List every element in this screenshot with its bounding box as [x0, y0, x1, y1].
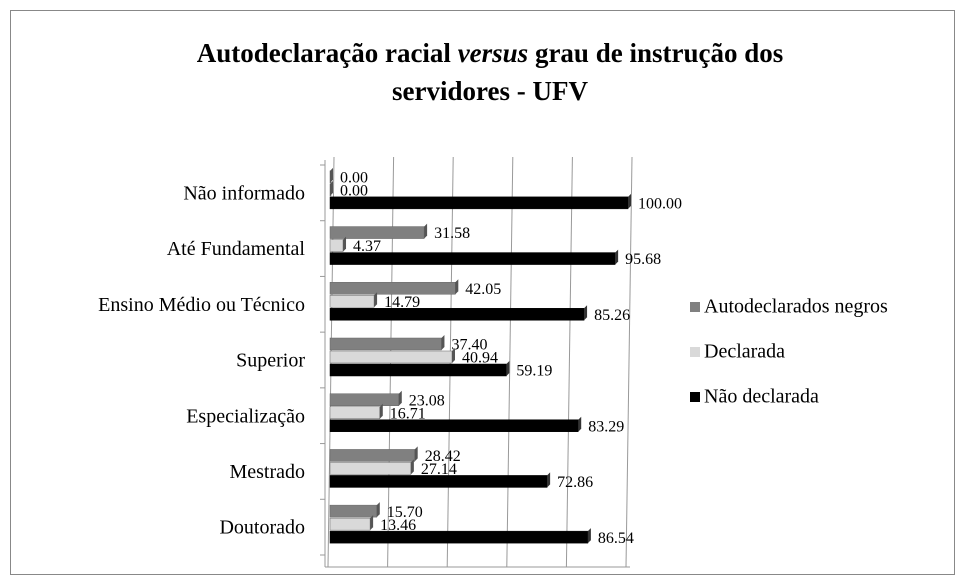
bar [329, 363, 507, 377]
y-tick-label: Não informado [183, 182, 305, 204]
title-part: Autodeclaração racial [196, 38, 458, 68]
data-label: 37.40 [451, 337, 487, 354]
bar [329, 462, 412, 475]
grid-line [625, 156, 633, 568]
bar [329, 308, 585, 321]
bar [329, 196, 629, 210]
bar-side [414, 446, 418, 462]
data-label: 100.00 [638, 196, 682, 213]
data-label: 72.86 [557, 474, 593, 491]
data-label: 0.00 [340, 183, 368, 200]
data-label: 14.79 [384, 294, 420, 311]
title-part: versus [457, 38, 529, 68]
y-tick-label: Mestrado [229, 461, 305, 483]
bar-side [584, 305, 588, 321]
data-label: 85.26 [594, 307, 630, 324]
legend-swatch [690, 302, 700, 312]
bar-side [379, 403, 383, 419]
bar [329, 239, 344, 252]
bar-side [615, 249, 619, 265]
legend-label: Não declarada [704, 386, 819, 408]
bar-side [398, 390, 402, 406]
data-label: 15.70 [387, 504, 423, 521]
bar [329, 252, 616, 265]
bar [329, 419, 579, 432]
data-label: 83.29 [588, 418, 624, 435]
legend-label: Autodeclarados negros [704, 296, 888, 318]
bar-side [452, 348, 456, 363]
chart-frame [10, 10, 955, 575]
bar-side [330, 180, 333, 196]
data-label: 86.54 [598, 530, 634, 547]
title-part: grau de instrução dos servidores - UFV [392, 38, 784, 106]
bar [329, 530, 589, 544]
bar-side [424, 223, 428, 239]
bar-side [374, 292, 378, 308]
bar-side [628, 193, 631, 209]
bar [329, 295, 375, 308]
data-label: 42.05 [465, 281, 501, 298]
data-label: 0.00 [340, 170, 368, 187]
bar [329, 393, 400, 406]
bar-side [441, 335, 445, 350]
data-label: 59.19 [516, 363, 552, 380]
data-label: 27.14 [421, 461, 457, 478]
data-label: 13.46 [380, 517, 416, 534]
data-label: 23.08 [409, 392, 445, 409]
bar-side [455, 279, 459, 295]
bar [329, 449, 415, 462]
bar-side [506, 361, 510, 376]
bar [329, 475, 548, 488]
bar [329, 504, 378, 518]
bar-side [410, 459, 414, 475]
bar-side [376, 502, 380, 518]
data-label: 31.58 [434, 225, 470, 242]
chart-title: Autodeclaração racial versus grau de ins… [140, 34, 840, 110]
bar [329, 406, 381, 419]
data-label: 16.71 [390, 405, 426, 422]
y-tick-label: Superior [236, 350, 305, 372]
bar [329, 350, 453, 364]
bar [329, 337, 442, 351]
bar [329, 517, 371, 531]
bar-side [330, 167, 333, 183]
data-label: 95.68 [625, 251, 661, 268]
bar-side [587, 528, 591, 544]
grid-line [506, 156, 514, 568]
bar-side [578, 416, 582, 432]
legend-swatch [690, 347, 700, 357]
data-label: 40.94 [462, 350, 498, 367]
data-label: 28.42 [425, 448, 461, 465]
bar-side [370, 515, 374, 531]
y-tick-label: Até Fundamental [167, 238, 306, 260]
y-tick-label: Especialização [186, 405, 305, 427]
legend-label: Declarada [704, 341, 785, 363]
legend-swatch [690, 392, 700, 402]
y-tick-label: Ensino Médio ou Técnico [98, 294, 305, 316]
bar-side [547, 472, 551, 488]
data-label: 4.37 [353, 238, 381, 255]
grid-line [565, 156, 573, 568]
bar-side [343, 236, 347, 252]
bar [329, 282, 456, 295]
y-tick-label: Doutorado [219, 517, 305, 539]
bar [329, 226, 425, 239]
